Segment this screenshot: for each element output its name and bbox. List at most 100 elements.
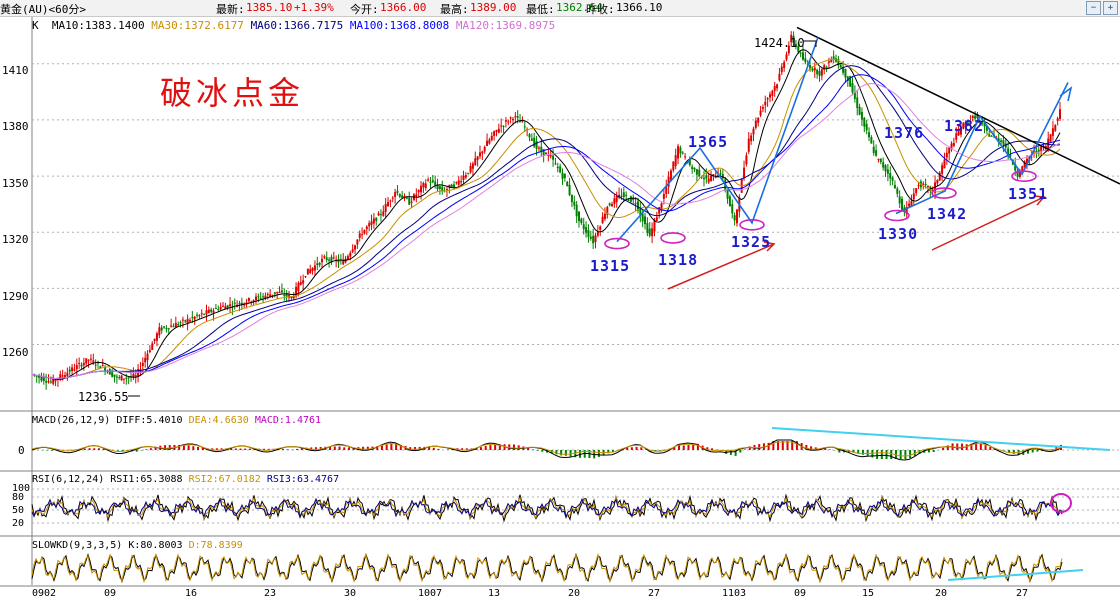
- wave-path-right: [895, 82, 1069, 215]
- candle-body: [87, 359, 90, 361]
- candle-body: [148, 350, 151, 353]
- candle-body: [735, 209, 738, 224]
- candle-body: [905, 207, 908, 215]
- candle-body: [464, 175, 467, 178]
- candle-body: [797, 46, 800, 52]
- candle-body: [912, 193, 915, 200]
- y-tick-1290: 1290: [2, 290, 29, 303]
- candle-body: [438, 186, 441, 189]
- zoom-in-button[interactable]: +: [1103, 1, 1118, 15]
- macd-bar: [437, 448, 440, 450]
- candle-body: [351, 249, 354, 252]
- support-arrow-right-head: [1033, 195, 1046, 206]
- annotation-1376: 1376: [884, 124, 925, 142]
- candle-body: [229, 304, 232, 307]
- candle-body: [1035, 150, 1038, 153]
- macd-bar: [630, 447, 633, 450]
- candle-body: [1002, 140, 1005, 145]
- support-arrow-left-head: [763, 241, 776, 252]
- candle-body: [328, 259, 331, 261]
- candle-body: [849, 76, 852, 87]
- macd-bar: [465, 448, 468, 450]
- macd-bar: [536, 450, 539, 451]
- candle-body: [818, 71, 821, 76]
- candle-body: [768, 94, 771, 98]
- macd-bar: [564, 450, 567, 456]
- support-arrow-left: [667, 243, 775, 290]
- macd-bar: [857, 450, 860, 454]
- zoom-out-button[interactable]: −: [1086, 1, 1101, 15]
- candle-body: [681, 152, 684, 154]
- candle-body: [1000, 140, 1003, 142]
- macd-bar: [626, 447, 629, 450]
- low-label: 最低:: [526, 3, 555, 16]
- candle-body: [896, 188, 899, 194]
- macd-bar: [220, 448, 223, 450]
- candle-body: [273, 292, 276, 294]
- candle-body: [809, 65, 812, 70]
- candle-body: [967, 122, 970, 125]
- candle-body: [710, 175, 713, 181]
- macd-bar: [263, 448, 266, 450]
- candle-body: [486, 140, 489, 147]
- candle-body: [356, 239, 359, 245]
- candle-body: [429, 181, 432, 183]
- candle-body: [262, 296, 265, 298]
- candle-body: [568, 184, 571, 195]
- macd-bar: [838, 450, 841, 453]
- x-tick-09: 09: [104, 588, 117, 599]
- candle-body: [151, 343, 154, 350]
- candle-body: [990, 135, 993, 137]
- candle-body: [771, 90, 774, 97]
- candle-body: [476, 156, 479, 160]
- macd-bar: [432, 447, 435, 450]
- candle-body: [221, 305, 224, 307]
- rsi-y-tick-50: 50: [12, 505, 25, 516]
- candle-body: [174, 323, 177, 328]
- candle-body: [507, 121, 510, 123]
- candle-body: [766, 98, 769, 100]
- candle-body: [318, 262, 321, 265]
- legend-ma120: MA120:1369.8975: [455, 19, 556, 32]
- candle-body: [500, 125, 503, 127]
- candle-body: [325, 257, 328, 261]
- candle-body: [660, 203, 663, 211]
- candle-body: [641, 213, 644, 222]
- macd-bar: [376, 446, 379, 450]
- candle-body: [573, 201, 576, 206]
- legend-k: K: [32, 19, 39, 32]
- candle-body: [276, 291, 279, 294]
- candle-body: [382, 211, 385, 216]
- candle-body: [959, 128, 962, 135]
- candle-body: [589, 236, 592, 239]
- candle-body: [665, 186, 668, 194]
- macd-bar: [965, 444, 968, 450]
- candle-body: [528, 134, 531, 138]
- candle-body: [679, 147, 682, 154]
- y-tick-1410: 1410: [2, 64, 29, 77]
- candle-body: [575, 204, 578, 217]
- candle-body: [280, 290, 283, 293]
- macd-bar: [555, 450, 558, 455]
- candle-body: [542, 149, 545, 156]
- macd-bar: [579, 450, 582, 458]
- candle-body: [658, 207, 661, 214]
- rsi-y-tick-80: 80: [12, 492, 25, 503]
- macd-bar: [479, 447, 482, 450]
- candle-body: [556, 166, 559, 169]
- candle-body: [1051, 128, 1054, 136]
- macd-bar: [880, 450, 883, 459]
- macd-bar: [50, 450, 53, 451]
- candle-body: [111, 371, 114, 377]
- candle-body: [217, 309, 220, 311]
- candle-body: [820, 69, 823, 76]
- candle-body: [52, 377, 55, 384]
- low-marker-3: [884, 209, 910, 222]
- candle-body: [497, 128, 500, 133]
- candle-body: [516, 116, 519, 118]
- candle-body: [950, 143, 953, 150]
- candle-body: [757, 117, 760, 123]
- candle-body: [794, 43, 797, 47]
- low-marker-1: [660, 232, 686, 244]
